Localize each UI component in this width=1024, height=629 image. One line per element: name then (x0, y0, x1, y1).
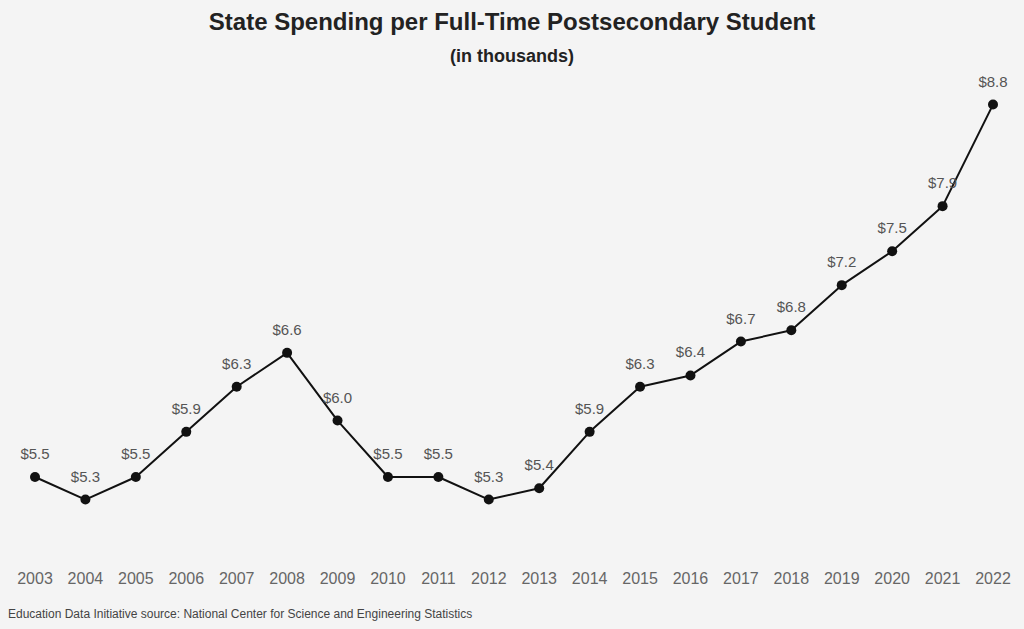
data-label: $6.0 (323, 389, 352, 406)
marker (80, 495, 90, 505)
marker (433, 472, 443, 482)
marker (887, 246, 897, 256)
x-tick-label: 2017 (723, 570, 759, 587)
subtitle: (in thousands) (450, 46, 574, 66)
x-tick-label: 2008 (269, 570, 305, 587)
x-tick-label: 2007 (219, 570, 255, 587)
data-label: $5.5 (424, 445, 453, 462)
x-tick-label: 2014 (572, 570, 608, 587)
x-tick-label: 2005 (118, 570, 154, 587)
marker (837, 280, 847, 290)
marker (938, 201, 948, 211)
plot-area (30, 100, 998, 505)
data-label: $6.3 (222, 355, 251, 372)
data-label: $8.8 (978, 73, 1007, 90)
marker (131, 472, 141, 482)
data-label: $7.9 (928, 174, 957, 191)
x-tick-label: 2016 (673, 570, 709, 587)
marker (282, 348, 292, 358)
marker (534, 483, 544, 493)
data-label: $5.9 (172, 400, 201, 417)
data-label: $7.5 (878, 219, 907, 236)
x-tick-label: 2011 (421, 570, 456, 587)
marker (484, 495, 494, 505)
marker (685, 370, 695, 380)
marker (333, 416, 343, 426)
data-label: $7.2 (827, 253, 856, 270)
marker (181, 427, 191, 437)
data-label: $5.3 (474, 468, 503, 485)
marker (635, 382, 645, 392)
data-label: $6.8 (777, 298, 806, 315)
marker (786, 325, 796, 335)
data-label: $5.5 (373, 445, 402, 462)
data-label: $5.4 (525, 456, 554, 473)
x-tick-label: 2006 (168, 570, 204, 587)
x-tick-label: 2019 (824, 570, 860, 587)
x-tick-label: 2003 (17, 570, 53, 587)
data-label: $5.5 (121, 445, 150, 462)
marker (383, 472, 393, 482)
line (35, 105, 993, 500)
marker (30, 472, 40, 482)
data-label: $6.6 (273, 321, 302, 338)
marker (585, 427, 595, 437)
x-tick-label: 2013 (521, 570, 557, 587)
x-tick-label: 2009 (320, 570, 356, 587)
data-label: $5.9 (575, 400, 604, 417)
title: State Spending per Full-Time Postseconda… (209, 8, 815, 35)
x-tick-label: 2010 (370, 570, 406, 587)
x-tick-label: 2004 (68, 570, 104, 587)
x-tick-label: 2018 (774, 570, 810, 587)
chart: State Spending per Full-Time Postseconda… (0, 0, 1024, 629)
x-tick-label: 2020 (874, 570, 910, 587)
marker (736, 337, 746, 347)
data-label: $5.3 (71, 468, 100, 485)
x-tick-label: 2022 (975, 570, 1011, 587)
data-label: $6.3 (625, 355, 654, 372)
x-tick-label: 2012 (471, 570, 507, 587)
background (0, 0, 1024, 629)
source-note: Education Data Initiative source: Nation… (8, 607, 472, 621)
data-label: $5.5 (20, 445, 49, 462)
x-tick-label: 2015 (622, 570, 658, 587)
data-label: $6.7 (726, 310, 755, 327)
marker (232, 382, 242, 392)
marker (988, 100, 998, 110)
x-tick-label: 2021 (925, 570, 961, 587)
data-label: $6.4 (676, 343, 705, 360)
